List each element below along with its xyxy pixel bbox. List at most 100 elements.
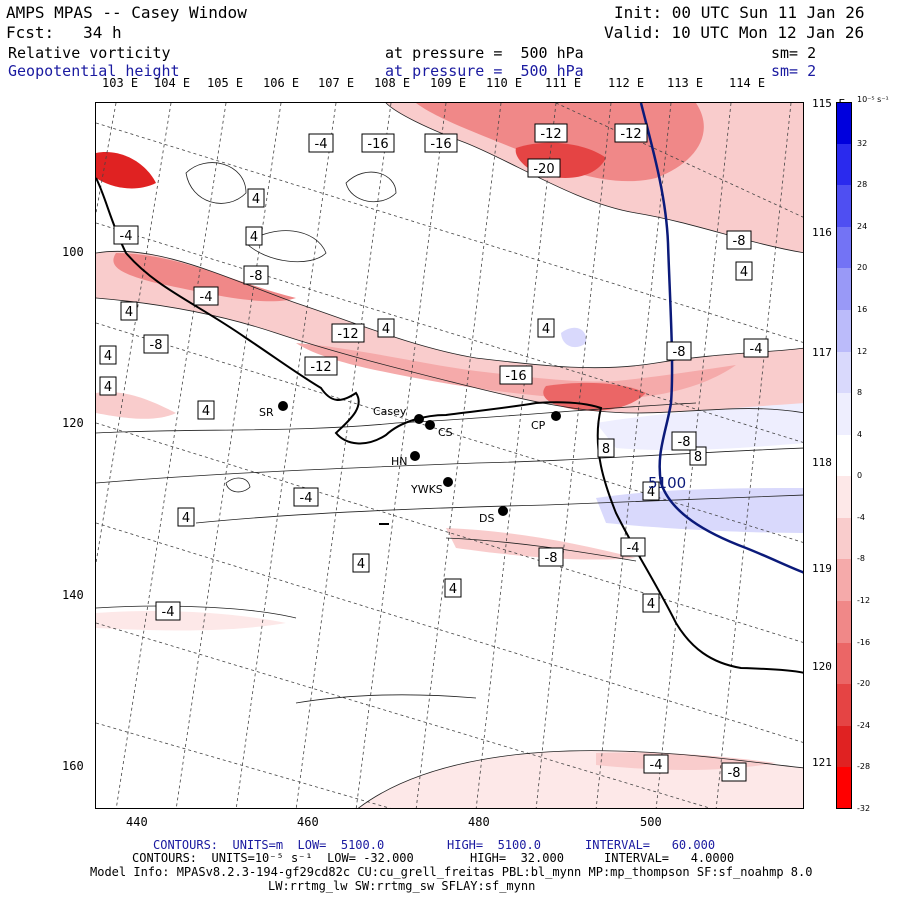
station-marker — [414, 414, 424, 424]
field2-level: at pressure = 500 hPa — [385, 62, 584, 80]
contour-label-box — [642, 481, 660, 501]
contour-label: 8 — [694, 450, 702, 465]
colorbar-swatch — [836, 268, 852, 311]
colorbar-swatch — [836, 351, 852, 394]
contour-label-box — [735, 261, 753, 281]
contour-label-box — [361, 133, 395, 153]
contour-label-box — [143, 334, 169, 354]
forecast-hour: Fcst: 34 h — [6, 23, 122, 42]
colorbar-unit: 10⁻⁵ s⁻¹ — [857, 95, 889, 104]
contour-label: 4 — [542, 322, 550, 337]
contour-label-box — [444, 578, 462, 598]
contour-label: -20 — [533, 162, 554, 177]
contour-label: -4 — [120, 229, 133, 244]
colorbar-label: -4 — [857, 512, 865, 522]
contour-label: -4 — [650, 758, 663, 773]
lon-label: 104 E — [154, 76, 191, 90]
contour-label-box — [614, 123, 648, 143]
field1-smoothing: sm= 2 — [771, 44, 817, 62]
y-tick: 140 — [62, 588, 84, 602]
contour-label: 4 — [202, 404, 210, 419]
station-marker — [410, 451, 420, 461]
colorbar-swatch — [836, 517, 852, 560]
contour-label-box — [721, 762, 747, 782]
lon-label: 111 E — [545, 76, 582, 90]
contour-label: 4 — [252, 192, 260, 207]
contour-label-box — [308, 133, 334, 153]
neg-vort-band-mid — [96, 251, 803, 413]
colorbar-label: -24 — [857, 720, 871, 730]
contour-label: -4 — [315, 137, 328, 152]
colorbar-label: 16 — [857, 304, 868, 314]
contour-label: -4 — [627, 541, 640, 556]
footer-geo-high: HIGH= 5100.0 — [447, 838, 541, 852]
colorbar-label: 24 — [857, 221, 868, 231]
contour-label: -8 — [678, 435, 691, 450]
colorbar-swatch — [836, 434, 852, 477]
lon-label: 109 E — [430, 76, 467, 90]
contour-label-box — [245, 226, 263, 246]
station-label-casey: Casey — [373, 405, 407, 418]
contour-label: 4 — [104, 349, 112, 364]
field1-name: Relative vorticity — [8, 44, 171, 62]
init-time: Init: 00 UTC Sun 11 Jan 26 — [614, 3, 865, 22]
colorbar-swatch — [836, 393, 852, 436]
field2-smoothing: sm= 2 — [771, 62, 817, 80]
contour-label-box — [113, 225, 139, 245]
contour-label-box — [499, 365, 533, 385]
map-title: AMPS MPAS -- Casey Window — [6, 3, 247, 22]
station-label-ywks: YWKS — [410, 483, 443, 496]
contour-label: -4 — [300, 491, 313, 506]
station-marker — [498, 506, 508, 516]
contour-label: 4 — [250, 230, 258, 245]
contour-label: -8 — [150, 338, 163, 353]
colorbar-label: 32 — [857, 138, 868, 148]
lon-label: 114 E — [729, 76, 766, 90]
lon-label: 107 E — [318, 76, 355, 90]
contour-label-box — [193, 286, 219, 306]
y-tick: 160 — [62, 759, 84, 773]
colorbar-swatch — [836, 725, 852, 768]
contour-label-box — [99, 345, 117, 365]
contour-label: 4 — [382, 322, 390, 337]
contour-label-box — [177, 507, 195, 527]
contour-label-box — [666, 341, 692, 361]
vorticity-shading — [96, 103, 803, 808]
map-svg: Casey CS SR HN YWKS DS CP -4 -16 -12 -20 4 -1… — [96, 103, 803, 808]
colorbar-label: 0 — [857, 471, 863, 481]
contour-label-box — [155, 601, 181, 621]
graticule — [96, 103, 803, 808]
footer-vort-high: HIGH= 32.000 — [470, 851, 564, 865]
contour-label-box — [120, 301, 138, 321]
contour-label: 4 — [647, 485, 655, 500]
station-marker — [551, 411, 561, 421]
station-label-cp: CP — [531, 419, 546, 432]
model-info-2: LW:rrtmg_lw SW:rrtmg_sw SFLAY:sf_mynn — [268, 879, 536, 893]
x-tick: 500 — [640, 815, 662, 829]
station-marker — [443, 477, 453, 487]
contour-label-box — [331, 323, 365, 343]
colorbar-swatch — [836, 102, 852, 145]
colorbar-label: -20 — [857, 679, 871, 689]
colorbar-swatch — [836, 226, 852, 269]
contour-label: -12 — [620, 127, 641, 142]
field1-level: at pressure = 500 hPa — [385, 44, 584, 62]
contour-label-box — [243, 265, 269, 285]
contour-label-box — [352, 553, 370, 573]
colorbar-swatch — [836, 143, 852, 186]
contour-label-box — [537, 318, 555, 338]
contour-label: -12 — [540, 127, 561, 142]
colorbar-swatch — [836, 185, 852, 228]
lon-label: 108 E — [374, 76, 411, 90]
y-tick: 100 — [62, 245, 84, 259]
y-tick: 120 — [62, 416, 84, 430]
lon-label: 103 E — [102, 76, 139, 90]
lon-label: 110 E — [486, 76, 523, 90]
contour-label: -16 — [430, 137, 451, 152]
coastline — [96, 177, 803, 674]
model-info: Model Info: MPASv8.2.3-194-gf29cd82c CU:… — [90, 865, 813, 879]
colorbar-swatch — [836, 309, 852, 353]
footer-vort-contours: CONTOURS: UNITS=10⁻⁵ s⁻¹ LOW= -32.000 — [132, 851, 414, 865]
contour-label-box — [538, 547, 564, 567]
colorbar-label: -32 — [857, 804, 871, 813]
